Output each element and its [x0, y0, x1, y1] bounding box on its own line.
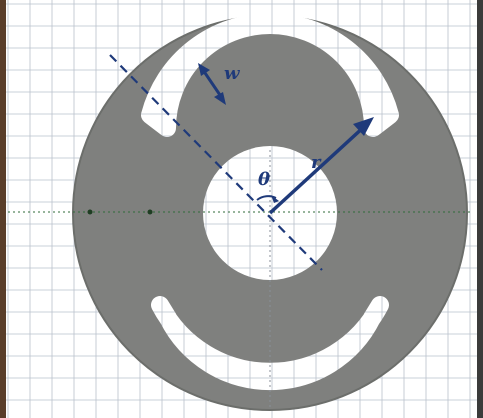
width-label: w — [224, 63, 241, 84]
radius-arrow-shaft — [268, 123, 368, 215]
angle-label: θ — [258, 169, 270, 190]
diagonal-dashed-line — [109, 54, 323, 271]
angle-arc — [256, 195, 277, 201]
guide-point-left — [87, 209, 93, 215]
width-arrow-head-top — [198, 63, 210, 76]
right-edge-strip — [477, 0, 483, 418]
left-edge-strip — [0, 0, 6, 418]
radius-arrow-head — [353, 117, 374, 136]
angle-arc-arrowhead — [271, 195, 279, 203]
width-arrow-shaft — [201, 69, 224, 99]
width-arrow-head-bottom — [214, 92, 226, 105]
radius-label: r — [311, 152, 322, 173]
guide-point-inner — [147, 209, 153, 215]
